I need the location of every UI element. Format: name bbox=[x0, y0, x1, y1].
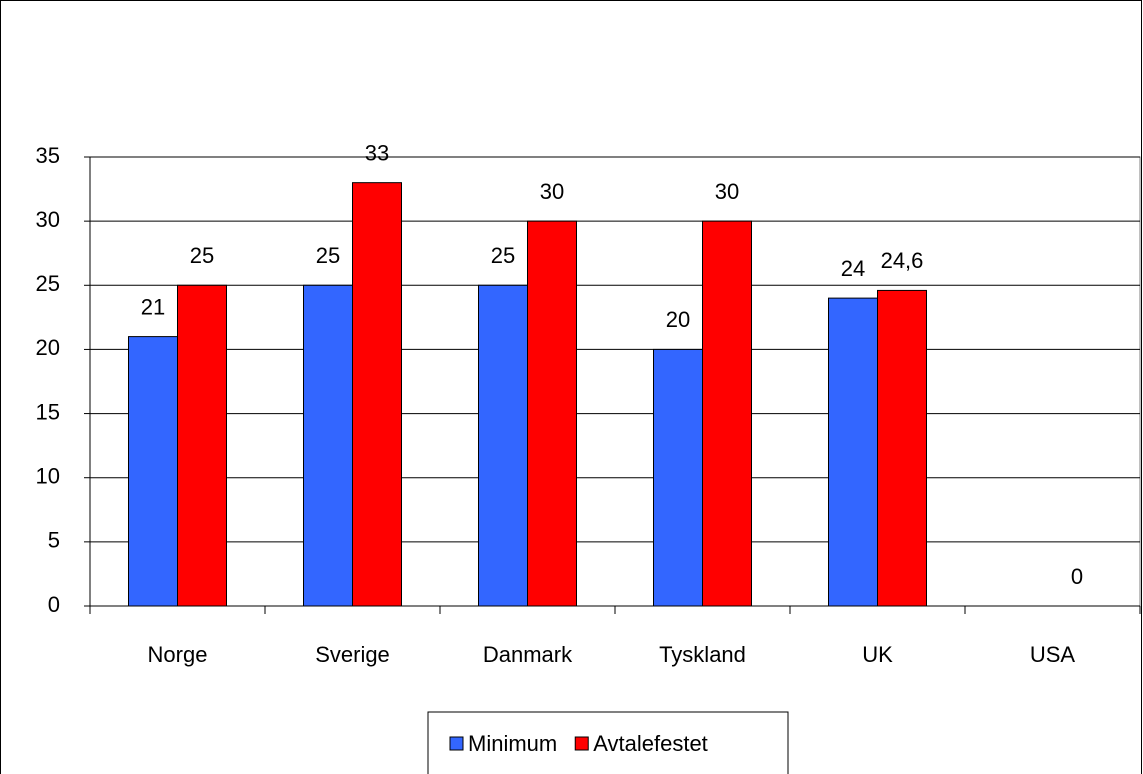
bar bbox=[653, 348, 703, 607]
data-label: 0 bbox=[1071, 564, 1083, 589]
y-tick-label: 0 bbox=[48, 592, 60, 617]
bar bbox=[352, 182, 402, 607]
legend-label: Minimum bbox=[468, 731, 557, 756]
x-tick-label: USA bbox=[1030, 642, 1076, 667]
data-label: 20 bbox=[666, 307, 690, 332]
data-label: 24 bbox=[841, 256, 865, 281]
bar bbox=[478, 284, 528, 607]
bar bbox=[128, 336, 178, 607]
data-label: 30 bbox=[540, 179, 564, 204]
y-tick-label: 35 bbox=[36, 143, 60, 168]
data-label: 33 bbox=[365, 140, 389, 165]
bar bbox=[702, 220, 752, 607]
x-tick-label: Danmark bbox=[483, 642, 573, 667]
legend-label: Avtalefestet bbox=[593, 731, 708, 756]
bar bbox=[177, 284, 227, 607]
x-tick-label: Tyskland bbox=[659, 642, 746, 667]
y-tick-label: 20 bbox=[36, 335, 60, 360]
data-label: 25 bbox=[491, 243, 515, 268]
bar bbox=[303, 284, 353, 607]
bar bbox=[877, 289, 927, 607]
bar bbox=[527, 220, 577, 607]
plot-area bbox=[89, 156, 1141, 607]
y-tick-label: 10 bbox=[36, 464, 60, 489]
y-tick-label: 25 bbox=[36, 271, 60, 296]
legend-swatch bbox=[574, 736, 589, 751]
legend-box bbox=[427, 711, 789, 774]
data-label: 24,6 bbox=[881, 248, 924, 273]
bar bbox=[828, 297, 878, 607]
y-tick-label: 15 bbox=[36, 399, 60, 424]
x-tick-label: Sverige bbox=[315, 642, 390, 667]
x-tick-label: Norge bbox=[148, 642, 208, 667]
data-label: 30 bbox=[715, 179, 739, 204]
data-label: 21 bbox=[141, 294, 165, 319]
x-tick-label: UK bbox=[862, 642, 893, 667]
legend-swatch bbox=[449, 736, 464, 751]
data-label: 25 bbox=[190, 243, 214, 268]
data-label: 25 bbox=[316, 243, 340, 268]
y-tick-label: 5 bbox=[48, 528, 60, 553]
y-tick-label: 30 bbox=[36, 207, 60, 232]
